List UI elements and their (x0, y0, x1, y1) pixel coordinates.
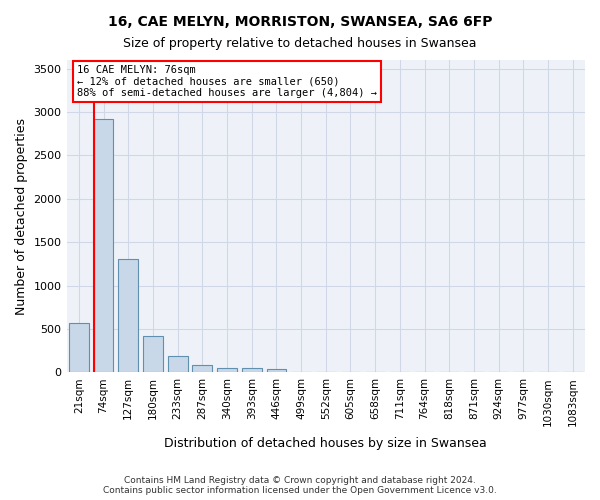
X-axis label: Distribution of detached houses by size in Swansea: Distribution of detached houses by size … (164, 437, 487, 450)
Bar (118, 258, 138, 372)
Bar (193, 366, 212, 372)
Text: Contains HM Land Registry data © Crown copyright and database right 2024.
Contai: Contains HM Land Registry data © Crown c… (103, 476, 497, 495)
Bar (217, 368, 237, 372)
Bar (94, 119, 113, 372)
Bar (266, 370, 286, 372)
Bar (242, 368, 262, 372)
Y-axis label: Number of detached properties: Number of detached properties (15, 118, 28, 314)
Bar (143, 336, 163, 372)
Text: Size of property relative to detached houses in Swansea: Size of property relative to detached ho… (123, 38, 477, 51)
Bar (69, 323, 89, 372)
Text: 16 CAE MELYN: 76sqm
← 12% of detached houses are smaller (650)
88% of semi-detac: 16 CAE MELYN: 76sqm ← 12% of detached ho… (77, 64, 377, 98)
Text: 16, CAE MELYN, MORRISTON, SWANSEA, SA6 6FP: 16, CAE MELYN, MORRISTON, SWANSEA, SA6 6… (108, 15, 492, 29)
Bar (168, 356, 188, 372)
